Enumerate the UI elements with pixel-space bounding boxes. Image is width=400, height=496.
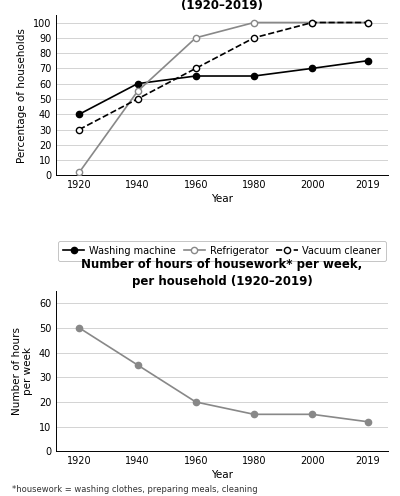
Y-axis label: Number of hours
per week: Number of hours per week [12,327,33,415]
X-axis label: Year: Year [211,470,233,481]
Title: Number of hours of housework* per week,
per household (1920–2019): Number of hours of housework* per week, … [81,258,363,288]
Title: Percentage of households with electrical appliances
(1920–2019): Percentage of households with electrical… [49,0,395,12]
Text: *housework = washing clothes, preparing meals, cleaning: *housework = washing clothes, preparing … [12,485,258,494]
Legend: Washing machine, Refrigerator, Vacuum cleaner: Washing machine, Refrigerator, Vacuum cl… [58,241,386,261]
Y-axis label: Percentage of households: Percentage of households [17,28,27,163]
X-axis label: Year: Year [211,194,233,204]
